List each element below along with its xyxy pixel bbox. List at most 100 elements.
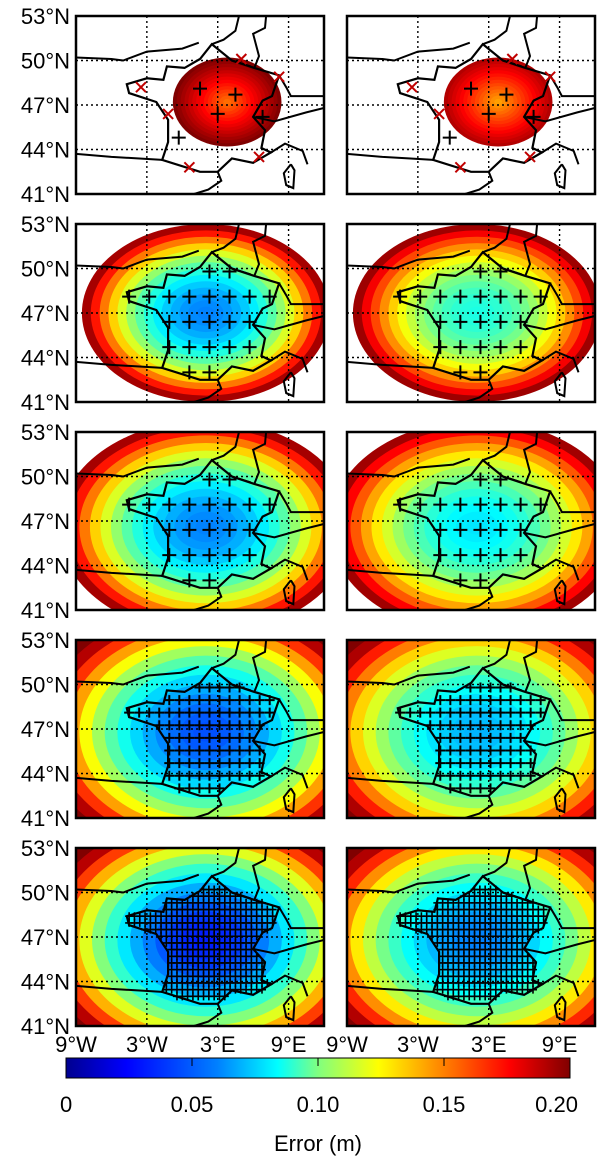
station-marker <box>236 892 245 901</box>
station-marker <box>515 770 526 781</box>
coastline <box>211 432 240 462</box>
station-marker <box>464 81 478 96</box>
station-marker <box>164 707 175 718</box>
coastline <box>347 776 434 785</box>
station-marker <box>214 783 225 794</box>
coastline <box>270 142 309 165</box>
station-marker <box>513 548 528 563</box>
station-marker <box>473 472 488 487</box>
excluded-station-marker <box>183 161 196 174</box>
station-marker <box>268 905 277 914</box>
map-panel <box>74 222 326 404</box>
station-marker <box>435 720 446 731</box>
map-panel <box>74 846 326 1028</box>
station-marker <box>154 720 165 731</box>
station-marker <box>515 707 526 718</box>
station-marker <box>493 264 508 279</box>
station-marker <box>242 340 257 355</box>
france-outline <box>125 42 281 173</box>
station-marker <box>505 707 516 718</box>
station-marker <box>263 978 272 987</box>
latitude-tick-label: 50°N <box>21 465 70 490</box>
longitude-tick-label: 9°W <box>55 1032 97 1057</box>
station-marker <box>234 720 245 731</box>
coastline <box>549 282 595 306</box>
coastline <box>541 142 580 165</box>
station-marker <box>525 770 536 781</box>
station-marker <box>242 314 257 329</box>
station-marker <box>495 682 506 693</box>
station-marker <box>465 783 476 794</box>
latitude-tick-label: 53°N <box>21 628 70 653</box>
station-marker <box>234 745 245 756</box>
coastline <box>270 974 309 997</box>
coastline <box>553 163 567 190</box>
station-marker <box>395 707 406 718</box>
station-marker <box>393 289 408 304</box>
coastline <box>553 579 567 606</box>
station-marker <box>445 745 456 756</box>
station-marker <box>465 695 476 706</box>
station-marker <box>210 106 225 121</box>
station-marker <box>234 770 245 781</box>
coastline <box>549 490 595 514</box>
panel-frame <box>74 846 326 1028</box>
station-marker <box>453 548 468 563</box>
longitude-tick-label: 3°W <box>126 1032 168 1057</box>
station-marker <box>162 522 177 537</box>
france-outline <box>396 250 552 381</box>
station-marker <box>224 682 235 693</box>
coastline <box>522 848 539 901</box>
station-marker <box>485 745 496 756</box>
station-marker <box>220 992 229 1001</box>
station-marker <box>255 109 270 124</box>
station-marker <box>435 695 446 706</box>
station-marker <box>475 745 486 756</box>
station-marker <box>193 81 207 96</box>
station-marker <box>244 732 255 743</box>
station-marker <box>473 340 488 355</box>
coastline <box>270 766 309 789</box>
station-marker <box>174 758 185 769</box>
station-marker <box>164 695 175 706</box>
station-marker <box>535 707 546 718</box>
latitude-tick-label: 47°N <box>21 717 70 742</box>
station-marker <box>485 707 496 718</box>
station-marker <box>465 682 476 693</box>
station-marker <box>533 497 548 512</box>
station-marker <box>258 985 266 994</box>
excluded-station-marker <box>454 161 467 174</box>
coastline <box>211 16 240 46</box>
station-marker <box>473 314 488 329</box>
coastline <box>211 848 240 878</box>
coastline <box>76 457 200 478</box>
station-marker <box>485 770 496 781</box>
station-marker <box>525 720 536 731</box>
station-marker <box>154 707 165 718</box>
panel-frame <box>345 14 597 196</box>
station-marker <box>465 758 476 769</box>
station-marker <box>244 758 255 769</box>
station-marker <box>224 758 235 769</box>
station-marker <box>234 695 245 706</box>
station-marker <box>499 87 514 102</box>
longitude-tick-label: 3°W <box>397 1032 439 1057</box>
station-marker <box>142 497 157 512</box>
coastline <box>502 59 523 68</box>
station-marker <box>534 978 543 987</box>
station-marker <box>433 314 448 329</box>
station-marker <box>455 783 466 794</box>
station-marker <box>254 695 265 706</box>
station-marker <box>465 732 476 743</box>
station-marker <box>162 314 177 329</box>
coastline <box>270 350 309 373</box>
station-marker <box>505 758 516 769</box>
station-marker <box>529 985 537 994</box>
station-marker <box>493 472 508 487</box>
coastline <box>76 152 163 161</box>
excluded-station-marker <box>544 71 556 83</box>
coastline <box>76 984 163 993</box>
station-marker <box>214 745 225 756</box>
station-marker <box>222 472 237 487</box>
station-marker <box>535 695 546 706</box>
